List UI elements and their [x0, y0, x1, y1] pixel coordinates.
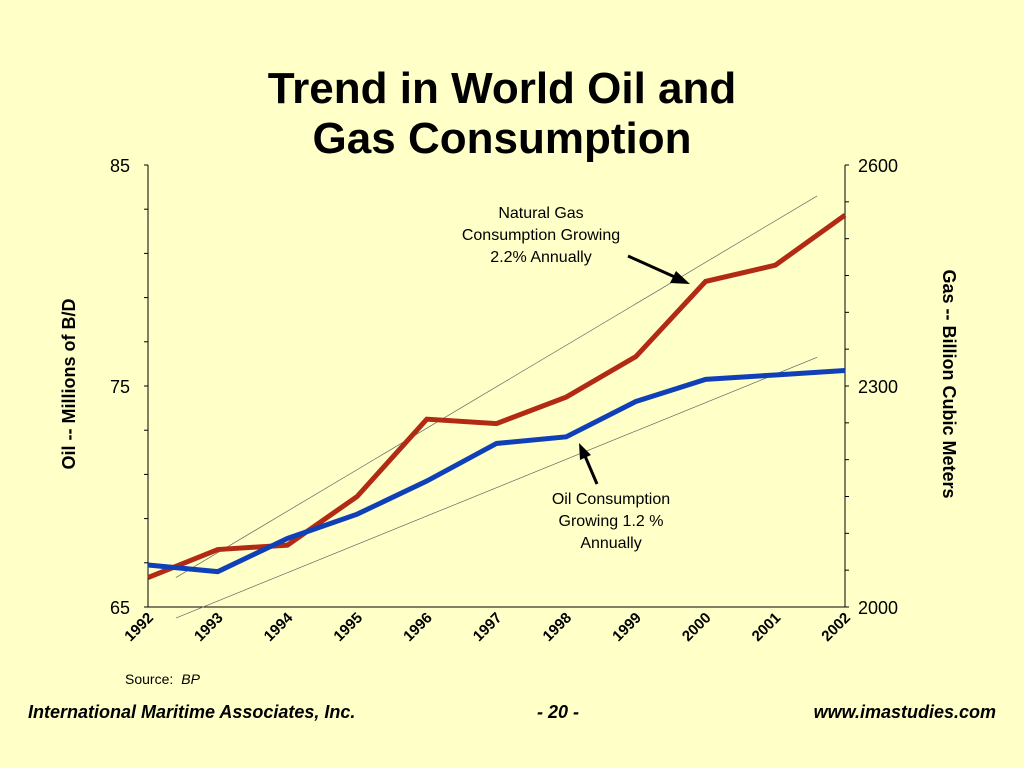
chart-title: Trend in World Oil and Gas Consumption [0, 64, 1004, 164]
left-tick-label: 75 [110, 377, 130, 397]
x-tick-label: 2002 [818, 609, 854, 645]
source-value: BP [181, 671, 200, 687]
series-lines [147, 213, 847, 580]
left-tick-label: 85 [110, 156, 130, 176]
left-axis-title: Oil -- Millions of B/D [59, 299, 79, 470]
right-tick-label: 2300 [858, 377, 898, 397]
left-tick-labels: 85 75 65 [110, 156, 130, 618]
x-tick-label: 1995 [330, 609, 366, 645]
gas-annotation-line-3: 2.2% Annually [490, 249, 591, 266]
oil-annotation-line-2: Growing 1.2 % [559, 513, 664, 530]
trendlines [175, 195, 818, 619]
source-label: Source: BP [125, 671, 201, 687]
left-tick-label: 65 [110, 598, 130, 618]
title-line-2: Gas Consumption [312, 114, 692, 163]
x-tick-label: 1994 [261, 609, 297, 645]
oil-series-line [147, 368, 846, 575]
x-tick-label: 1999 [609, 609, 645, 645]
x-tick-label: 1993 [191, 609, 227, 645]
gas-trendline [175, 195, 818, 578]
x-tick-label: 1996 [400, 609, 436, 645]
gas-annotation: Natural Gas Consumption Growing 2.2% Ann… [462, 205, 620, 266]
oil-annotation-line-3: Annually [580, 535, 641, 552]
title-line-1: Trend in World Oil and [267, 64, 737, 113]
right-tick-labels: 2600 2300 2000 [858, 156, 898, 618]
axis-ticks [144, 164, 849, 608]
oil-annotation: Oil Consumption Growing 1.2 % Annually [552, 491, 670, 552]
gas-arrow [627, 254, 690, 284]
footer-page-number: - 20 - [537, 702, 580, 722]
x-tick-label: 1997 [470, 609, 506, 645]
right-tick-label: 2000 [858, 598, 898, 618]
oil-trendline [175, 356, 818, 619]
gas-series-line [147, 213, 847, 580]
gas-annotation-line-1: Natural Gas [498, 205, 583, 222]
oil-annotation-line-1: Oil Consumption [552, 491, 670, 508]
footer-company: International Maritime Associates, Inc. [28, 702, 356, 722]
oil-arrow [579, 443, 599, 485]
footer-website[interactable]: www.imastudies.com [813, 702, 996, 722]
source-prefix: Source: [125, 671, 173, 687]
gas-annotation-line-2: Consumption Growing [462, 227, 620, 244]
x-tick-label: 2001 [749, 609, 785, 645]
x-tick-label: 1998 [540, 609, 576, 645]
x-tick-labels: 1992 1993 1994 1995 1996 1997 1998 1999 2000 2001… [121, 609, 854, 645]
right-axis-title: Gas -- Billion Cubic Meters [939, 269, 959, 498]
x-tick-label: 2000 [679, 609, 715, 645]
right-tick-label: 2600 [858, 156, 898, 176]
